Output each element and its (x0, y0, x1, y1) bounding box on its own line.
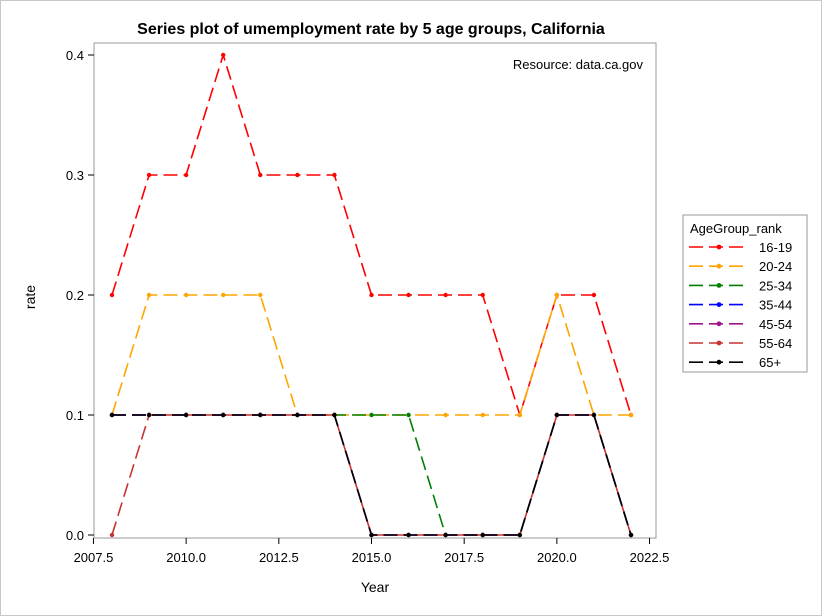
plot-border (93, 42, 657, 539)
legend-marker-20-24 (716, 263, 722, 269)
data-point-16-19 (480, 292, 485, 298)
data-point-65+ (517, 532, 522, 538)
x-axis-label: Year (361, 579, 390, 595)
legend-box (682, 214, 808, 373)
x-tick-label: 2020.0 (537, 550, 577, 565)
data-point-25-34 (406, 412, 411, 418)
data-point-20-24 (554, 292, 560, 298)
series-line-55-64 (111, 414, 632, 536)
y-tick-label: 0.4 (66, 48, 84, 63)
data-point-16-19 (109, 292, 115, 298)
series-line-35-44 (112, 414, 632, 536)
data-point-65+ (443, 532, 448, 538)
data-point-20-24 (146, 292, 152, 298)
legend-label: 45-54 (759, 317, 792, 332)
legend-label: 65+ (759, 355, 781, 370)
data-point-65+ (295, 412, 300, 418)
y-tick-label: 0.2 (66, 288, 84, 303)
legend-label: 20-24 (759, 259, 792, 274)
series-line-45-54 (112, 414, 632, 536)
data-point-16-19 (146, 172, 152, 178)
y-tick-label: 0.3 (66, 168, 84, 183)
legend-marker-16-19 (716, 244, 722, 250)
data-point-20-24 (480, 412, 485, 418)
data-point-65+ (628, 532, 634, 538)
data-point-65+ (146, 412, 152, 418)
legend-label: 16-19 (759, 240, 792, 255)
legend-marker-55-64 (716, 340, 722, 346)
legend-marker-35-44 (716, 302, 722, 307)
plot-area (93, 42, 657, 539)
y-axis: 0.0 0.1 0.2 0.3 0.4 (66, 48, 94, 543)
data-point-16-19 (369, 292, 374, 298)
data-point-65+ (591, 412, 597, 418)
data-point-65+ (480, 532, 485, 538)
legend-marker-25-34 (716, 283, 722, 288)
data-point-65+ (332, 412, 337, 418)
data-point-65+ (258, 412, 263, 418)
data-point-16-19 (591, 292, 597, 298)
source-annotation: Resource: data.ca.gov (513, 57, 644, 72)
legend: AgeGroup_rank 16-19 20-24 25-34 35-44 45-54 5… (682, 214, 808, 373)
data-point-65+ (406, 532, 411, 538)
x-tick-label: 2015.0 (352, 550, 392, 565)
legend-label: 35-44 (759, 298, 792, 313)
data-point-16-19 (183, 172, 189, 178)
data-point-16-19 (221, 52, 226, 58)
legend-label: 55-64 (759, 336, 792, 351)
legend-marker-65+ (716, 359, 722, 365)
data-point-65+ (221, 412, 226, 418)
chart-title: Series plot of umemployment rate by 5 ag… (137, 21, 605, 38)
series-line-65+ (112, 414, 632, 536)
data-point-16-19 (443, 292, 448, 298)
x-tick-label: 2010.0 (166, 550, 206, 565)
x-tick-label: 2017.5 (444, 550, 484, 565)
x-axis: 2007.5 2010.0 2012.5 2015.0 2017.5 2020.0 2022… (74, 538, 670, 565)
data-point-20-24 (628, 412, 634, 418)
y-axis-label: rate (22, 285, 38, 309)
series-line-20-24 (111, 294, 631, 416)
legend-marker-45-54 (716, 321, 722, 327)
data-point-16-19 (406, 292, 411, 298)
data-point-16-19 (258, 172, 263, 178)
data-point-65+ (109, 412, 115, 418)
data-point-25-34 (369, 412, 374, 418)
legend-title: AgeGroup_rank (690, 221, 782, 236)
data-point-16-19 (332, 172, 337, 178)
data-point-20-24 (443, 412, 448, 418)
data-point-20-24 (183, 292, 189, 298)
y-tick-label: 0.1 (66, 408, 84, 423)
series-layer (109, 52, 634, 538)
data-point-20-24 (221, 292, 226, 298)
data-point-20-24 (517, 412, 522, 418)
x-tick-label: 2022.5 (630, 550, 670, 565)
x-tick-label: 2012.5 (259, 550, 299, 565)
y-tick-label: 0.0 (66, 528, 84, 543)
data-point-55-64 (109, 532, 115, 538)
data-point-16-19 (295, 172, 300, 178)
legend-label: 25-34 (759, 278, 792, 293)
data-point-20-24 (258, 292, 263, 298)
data-point-65+ (183, 412, 189, 418)
data-point-65+ (554, 412, 560, 418)
x-tick-label: 2007.5 (74, 550, 114, 565)
series-line-16-19 (111, 54, 632, 416)
data-point-65+ (369, 532, 374, 538)
series-line-25-34 (112, 414, 632, 536)
